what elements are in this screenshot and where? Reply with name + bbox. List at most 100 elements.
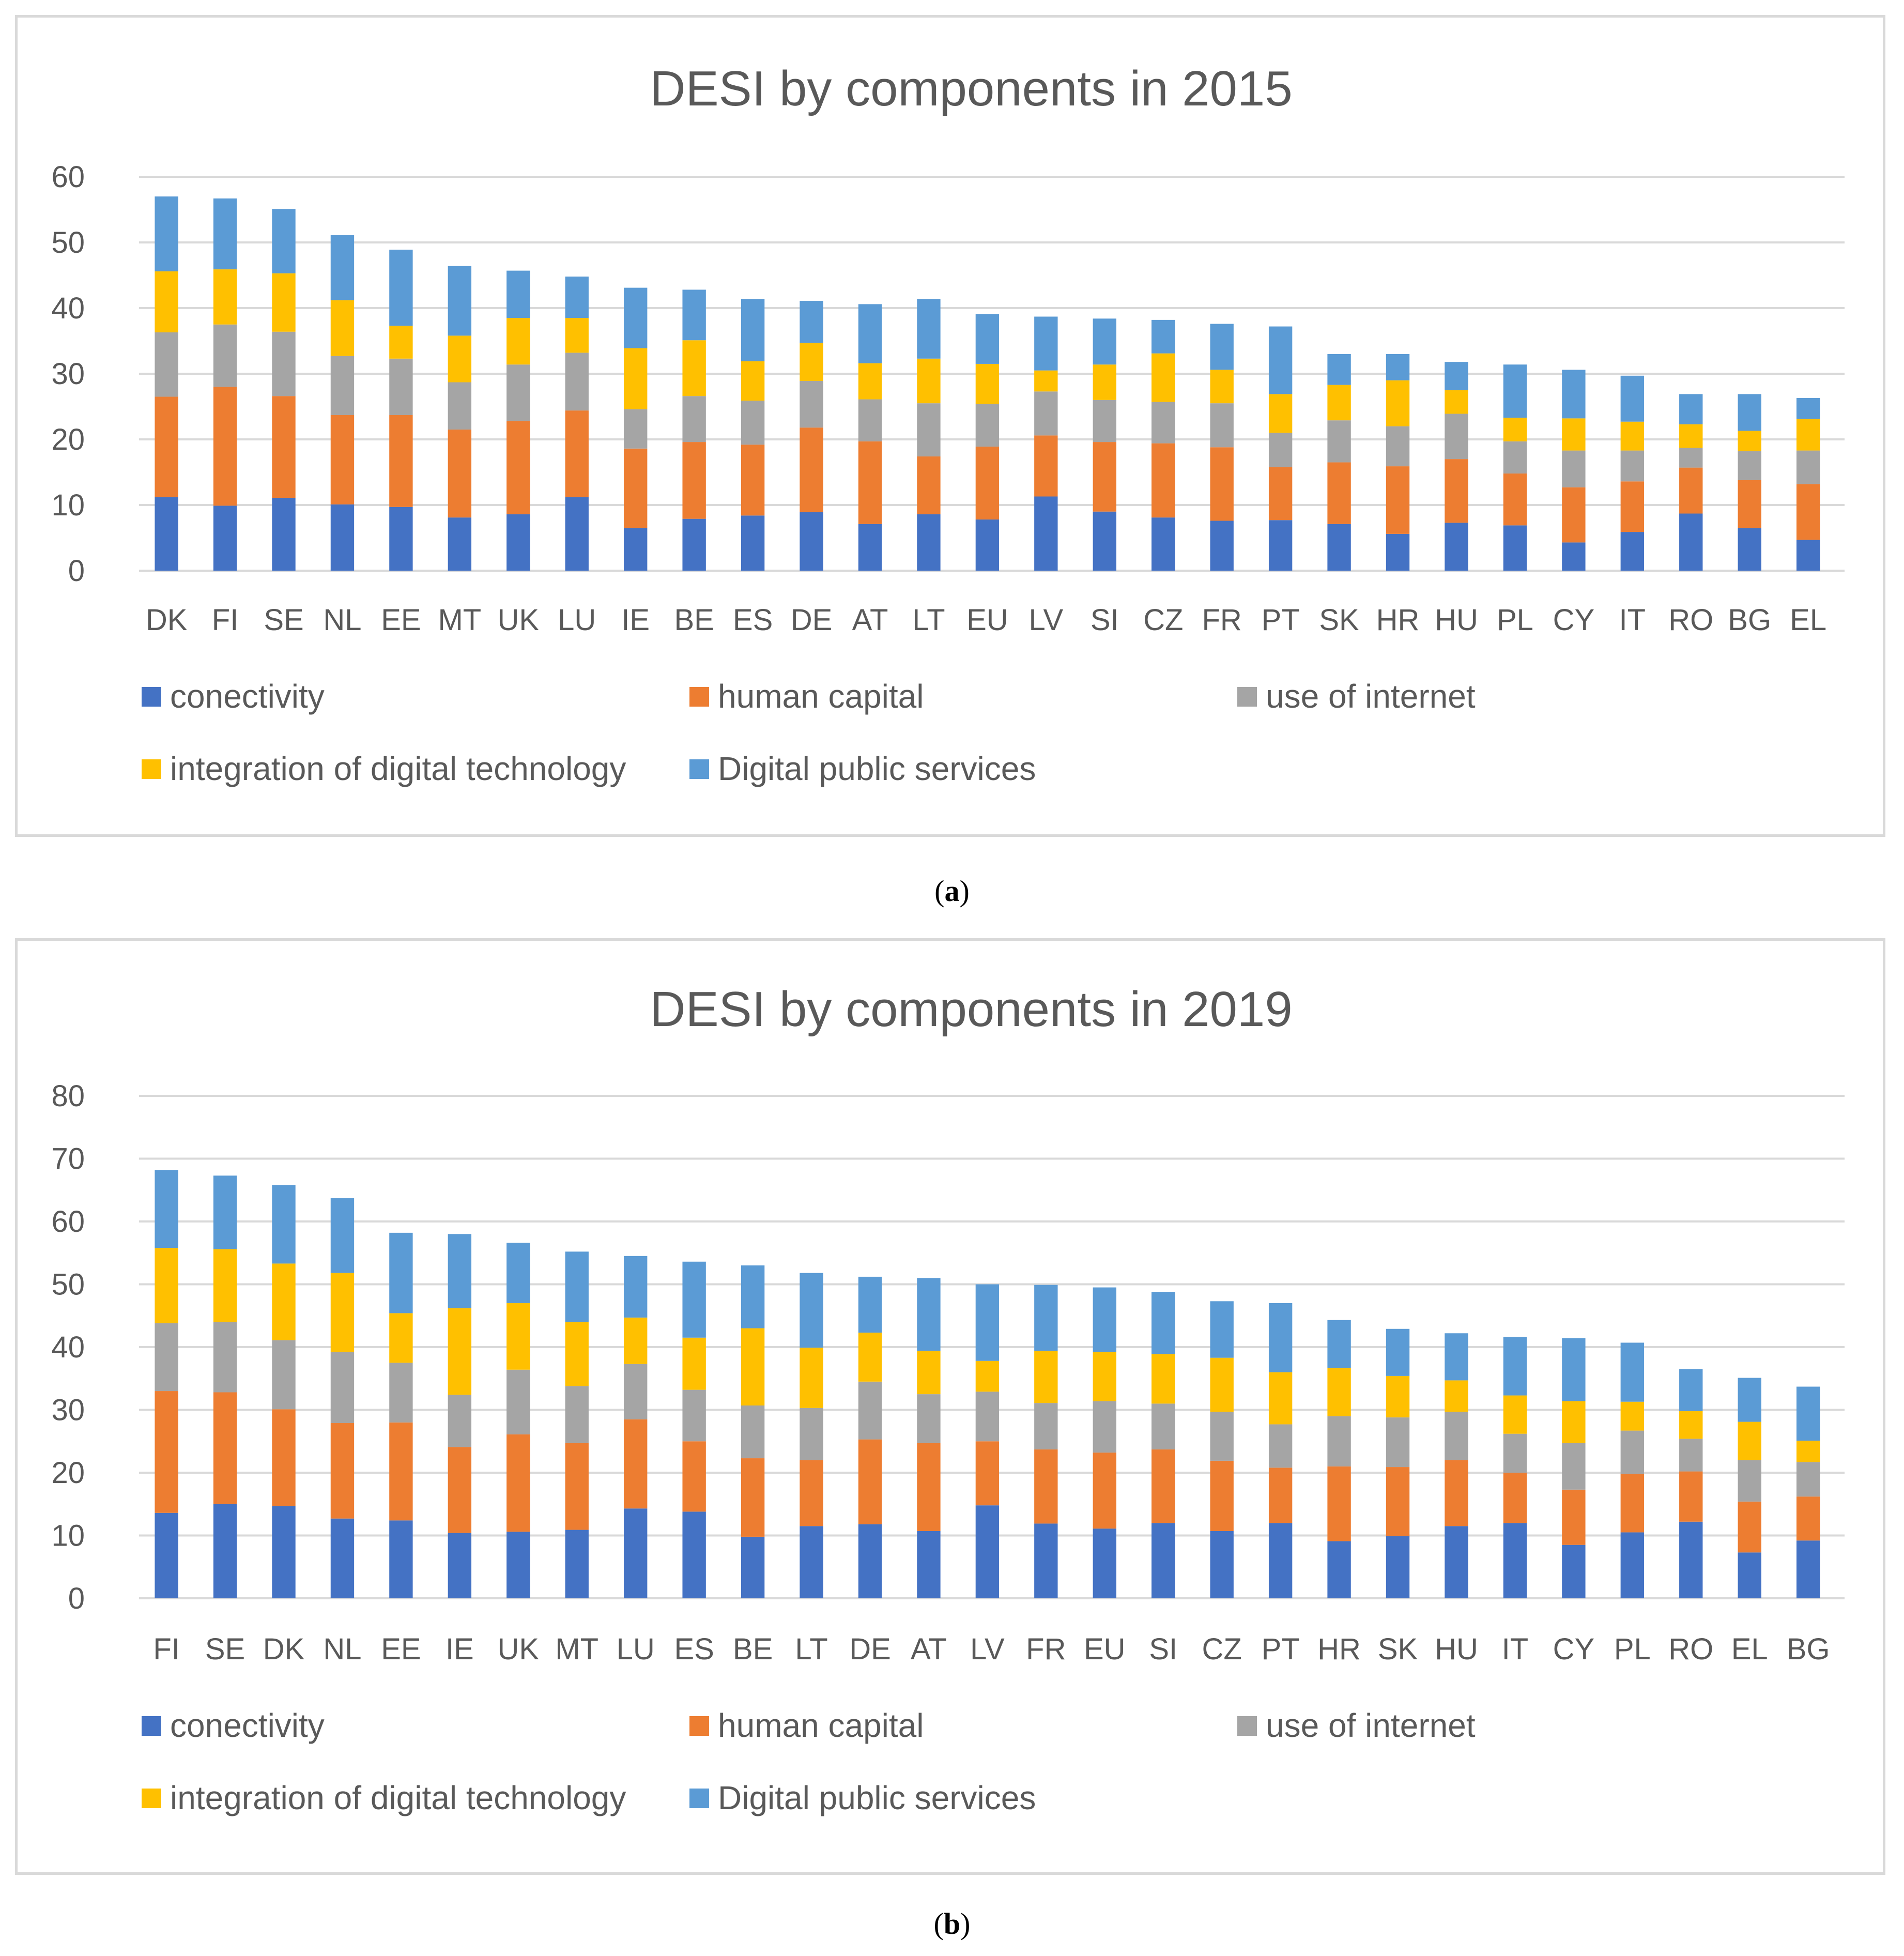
bar-human-capital-fi	[213, 387, 237, 506]
x-tick-label: CY	[1553, 603, 1595, 637]
bar-use-of-internet-fr	[1210, 403, 1234, 448]
bar-conectivity-at	[858, 524, 882, 571]
bar-integration-of-digital-technology-eu	[975, 363, 1000, 404]
x-tick-label: BE	[733, 1632, 773, 1666]
bar-human-capital-at	[858, 441, 882, 524]
x-tick-label: EU	[1084, 1632, 1126, 1666]
bar-human-capital-de	[800, 427, 823, 512]
bar-conectivity-hr	[1386, 533, 1410, 571]
bar-use-of-internet-mt	[448, 382, 472, 430]
bar-conectivity-uk	[506, 514, 530, 571]
bar-conectivity-dk	[155, 497, 178, 571]
bar-conectivity-se	[213, 1504, 237, 1598]
bar-conectivity-fr	[1034, 1523, 1058, 1598]
bar-human-capital-si	[1093, 442, 1116, 512]
bar-conectivity-ie	[448, 1533, 472, 1598]
bar-integration-of-digital-technology-hu	[1445, 390, 1468, 414]
bar-digital-public-services-bg	[1796, 1386, 1820, 1441]
x-tick-label: HU	[1435, 603, 1478, 637]
x-tick-label: FI	[153, 1632, 180, 1666]
bar-use-of-internet-at	[858, 399, 882, 441]
x-tick-label: UK	[498, 1632, 540, 1666]
bar-integration-of-digital-technology-pl	[1620, 1401, 1645, 1431]
bar-human-capital-pt	[1268, 467, 1293, 521]
bar-digital-public-services-se	[213, 1175, 237, 1249]
bar-conectivity-pl	[1503, 525, 1527, 571]
bar-digital-public-services-es	[741, 299, 765, 361]
bar-digital-public-services-fr	[1034, 1285, 1058, 1351]
y-tick-label: 40	[51, 292, 85, 325]
bar-conectivity-ee	[389, 507, 413, 571]
legend-label-integration-of-digital-technology: integration of digital technology	[170, 750, 626, 787]
bar-use-of-internet-ie	[624, 409, 648, 449]
bar-use-of-internet-lv	[975, 1392, 1000, 1442]
bar-digital-public-services-nl	[330, 235, 355, 300]
bar-human-capital-fr	[1210, 447, 1234, 521]
bar-integration-of-digital-technology-at	[858, 363, 882, 400]
chart-2019: DESI by components in 2019 0 10 20 30 40 50 60 7…	[51, 982, 1845, 1816]
bar-digital-public-services-cy	[1562, 1338, 1586, 1401]
bar-use-of-internet-hu	[1445, 414, 1468, 460]
bar-integration-of-digital-technology-hr	[1386, 380, 1410, 426]
bar-use-of-internet-be	[741, 1405, 765, 1459]
bar-conectivity-el	[1738, 1552, 1761, 1598]
legend-label-use-of-internet: use of internet	[1266, 1707, 1476, 1744]
x-tick-label: PT	[1262, 603, 1300, 637]
y-tick-label: 50	[51, 1268, 85, 1302]
bar-human-capital-pl	[1620, 1474, 1645, 1533]
x-tick-label: UK	[498, 603, 540, 637]
bar-use-of-internet-dk	[155, 332, 178, 397]
x-tick-label: FI	[212, 603, 239, 637]
bar-human-capital-se	[213, 1392, 237, 1504]
x-tick-label: NL	[323, 1632, 361, 1666]
bar-conectivity-be	[682, 518, 706, 571]
y-tick-label: 10	[51, 1519, 85, 1553]
bar-digital-public-services-de	[800, 301, 823, 343]
bar-use-of-internet-si	[1151, 1403, 1175, 1450]
bar-integration-of-digital-technology-uk	[506, 318, 530, 365]
bar-integration-of-digital-technology-se	[272, 273, 296, 332]
bar-digital-public-services-pt	[1268, 326, 1293, 394]
bar-conectivity-hu	[1445, 523, 1468, 571]
bar-conectivity-ro	[1679, 513, 1703, 571]
bar-use-of-internet-sk	[1327, 420, 1351, 463]
bar-conectivity-uk	[506, 1532, 530, 1598]
bar-human-capital-cz	[1151, 443, 1175, 518]
bar-use-of-internet-lu	[565, 353, 589, 411]
bar-human-capital-ee	[389, 1422, 413, 1521]
bar-use-of-internet-si	[1093, 400, 1116, 442]
bar-conectivity-cz	[1151, 517, 1175, 571]
bar-conectivity-pt	[1268, 1523, 1293, 1598]
bar-integration-of-digital-technology-cz	[1151, 353, 1175, 402]
bar-use-of-internet-uk	[506, 1369, 530, 1434]
legend-label-digital-public-services: Digital public services	[718, 1779, 1036, 1816]
x-tick-label: IE	[446, 1632, 474, 1666]
bar-use-of-internet-fi	[213, 324, 237, 387]
bar-use-of-internet-hr	[1386, 426, 1410, 467]
bar-conectivity-hu	[1445, 1526, 1468, 1598]
bar-conectivity-de	[858, 1524, 882, 1598]
bar-use-of-internet-hu	[1445, 1412, 1468, 1460]
bar-use-of-internet-cy	[1562, 450, 1586, 487]
chart-title: DESI by components in 2015	[650, 61, 1292, 116]
x-tick-label: PT	[1262, 1632, 1300, 1666]
bar-integration-of-digital-technology-mt	[448, 335, 472, 383]
legend-label-conectivity: conectivity	[170, 1707, 325, 1744]
bar-human-capital-pt	[1268, 1468, 1293, 1523]
bar-human-capital-el	[1796, 484, 1820, 540]
bar-integration-of-digital-technology-mt	[565, 1322, 589, 1386]
bar-integration-of-digital-technology-cy	[1562, 1401, 1586, 1443]
bar-digital-public-services-ie	[448, 1234, 472, 1308]
y-tick-label: 20	[51, 1456, 85, 1490]
bar-digital-public-services-fr	[1210, 324, 1234, 370]
bar-integration-of-digital-technology-fi	[213, 269, 237, 325]
bar-use-of-internet-nl	[330, 1352, 355, 1424]
bar-conectivity-lt	[917, 514, 941, 571]
bar-digital-public-services-ro	[1679, 1369, 1703, 1411]
legend-swatch-integration-of-digital-technology	[142, 1789, 161, 1808]
bar-integration-of-digital-technology-se	[213, 1249, 237, 1322]
bar-digital-public-services-eu	[975, 314, 1000, 364]
bar-digital-public-services-at	[858, 304, 882, 363]
bar-digital-public-services-lv	[975, 1284, 1000, 1361]
bar-digital-public-services-cz	[1151, 319, 1175, 354]
